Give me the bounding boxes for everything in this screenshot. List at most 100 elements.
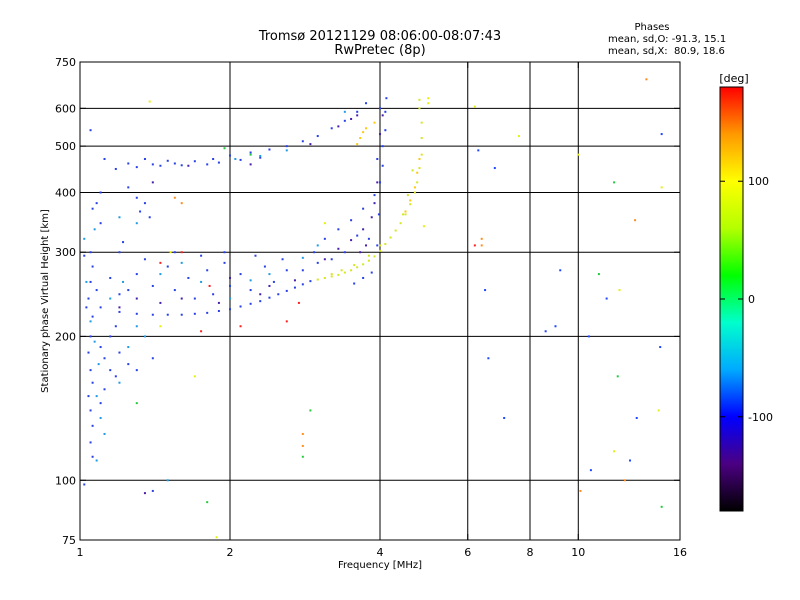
data-point bbox=[285, 149, 288, 152]
data-point bbox=[359, 137, 362, 140]
data-point bbox=[187, 164, 190, 167]
data-point bbox=[293, 279, 296, 282]
y-tick-label: 750 bbox=[55, 56, 76, 69]
data-point bbox=[122, 280, 125, 283]
data-point bbox=[285, 145, 288, 148]
data-point bbox=[343, 110, 346, 113]
data-point bbox=[356, 114, 359, 117]
data-point bbox=[384, 243, 387, 246]
data-point bbox=[229, 284, 231, 287]
data-point bbox=[127, 162, 130, 165]
data-point bbox=[89, 441, 92, 444]
data-point bbox=[259, 293, 262, 296]
data-point bbox=[422, 225, 425, 228]
data-point bbox=[95, 395, 98, 398]
data-point bbox=[180, 202, 183, 205]
colorbar-tick-label: 0 bbox=[748, 293, 755, 306]
data-point bbox=[381, 145, 384, 148]
data-point bbox=[87, 297, 90, 300]
data-point bbox=[356, 143, 359, 146]
data-point bbox=[103, 357, 106, 360]
data-point bbox=[91, 265, 94, 268]
data-point bbox=[587, 335, 590, 338]
data-point bbox=[173, 196, 176, 199]
data-point bbox=[367, 237, 370, 240]
data-point bbox=[616, 375, 619, 378]
data-point bbox=[180, 261, 183, 264]
data-point bbox=[340, 269, 343, 272]
colorbar-tick-label: -100 bbox=[748, 411, 773, 424]
x-tick-label: 4 bbox=[377, 546, 384, 559]
data-point bbox=[487, 357, 490, 360]
data-point bbox=[99, 416, 102, 419]
data-point bbox=[381, 114, 384, 117]
data-point bbox=[517, 135, 520, 138]
data-point bbox=[416, 171, 419, 174]
data-point bbox=[343, 251, 346, 254]
data-point bbox=[118, 306, 121, 309]
data-point bbox=[343, 119, 346, 122]
data-point bbox=[180, 251, 183, 254]
data-point bbox=[367, 254, 370, 257]
data-point bbox=[114, 167, 117, 170]
data-point bbox=[477, 149, 480, 152]
data-point bbox=[402, 213, 405, 216]
data-point bbox=[645, 78, 648, 81]
y-tick-label: 400 bbox=[55, 186, 76, 199]
data-point bbox=[143, 158, 146, 161]
data-point bbox=[362, 131, 365, 134]
data-point bbox=[330, 275, 333, 278]
data-point bbox=[89, 280, 92, 283]
data-point bbox=[127, 186, 130, 189]
data-point bbox=[376, 181, 379, 184]
data-point bbox=[384, 110, 387, 113]
data-point bbox=[239, 325, 242, 328]
colorbar-tick-label: 100 bbox=[748, 175, 769, 188]
colorbar-label: [deg] bbox=[719, 72, 748, 85]
x-tick-label: 10 bbox=[571, 546, 585, 559]
data-point bbox=[362, 263, 365, 266]
data-point bbox=[135, 273, 138, 276]
data-point bbox=[180, 297, 183, 300]
data-point bbox=[301, 432, 304, 435]
stats-o-mode: mean, sd,O: -91.3, 15.1 bbox=[608, 34, 726, 45]
data-point bbox=[618, 289, 621, 292]
data-point bbox=[118, 310, 121, 313]
data-point bbox=[143, 335, 146, 338]
data-point bbox=[316, 135, 319, 138]
data-point bbox=[193, 375, 196, 378]
data-point bbox=[159, 325, 162, 328]
data-point bbox=[118, 251, 121, 254]
data-point bbox=[394, 229, 397, 232]
data-point bbox=[187, 276, 190, 279]
data-point bbox=[404, 210, 407, 213]
data-point bbox=[103, 158, 106, 161]
data-point bbox=[118, 216, 121, 219]
y-tick-label: 75 bbox=[62, 534, 76, 547]
data-point bbox=[376, 158, 379, 161]
data-point bbox=[660, 186, 663, 189]
data-point bbox=[135, 297, 138, 300]
data-point bbox=[249, 163, 252, 166]
data-point bbox=[173, 251, 176, 254]
data-point bbox=[212, 293, 215, 296]
x-tick-label: 8 bbox=[527, 546, 534, 559]
data-point bbox=[379, 133, 381, 136]
data-point bbox=[143, 202, 146, 205]
data-point bbox=[277, 293, 280, 296]
data-point bbox=[215, 536, 218, 539]
data-point bbox=[109, 276, 112, 279]
data-point bbox=[249, 153, 252, 156]
data-point bbox=[373, 194, 376, 197]
data-point bbox=[418, 107, 421, 110]
x-axis-label: Frequency [MHz] bbox=[338, 560, 422, 571]
data-point bbox=[180, 164, 183, 167]
grid-lines bbox=[80, 62, 680, 540]
data-point bbox=[268, 284, 271, 287]
data-point bbox=[301, 269, 304, 272]
colorbar-ticks: 100 0 -100 bbox=[720, 175, 773, 424]
data-point bbox=[404, 213, 407, 216]
data-point bbox=[373, 202, 376, 205]
data-point bbox=[660, 505, 663, 508]
data-point bbox=[93, 228, 96, 231]
